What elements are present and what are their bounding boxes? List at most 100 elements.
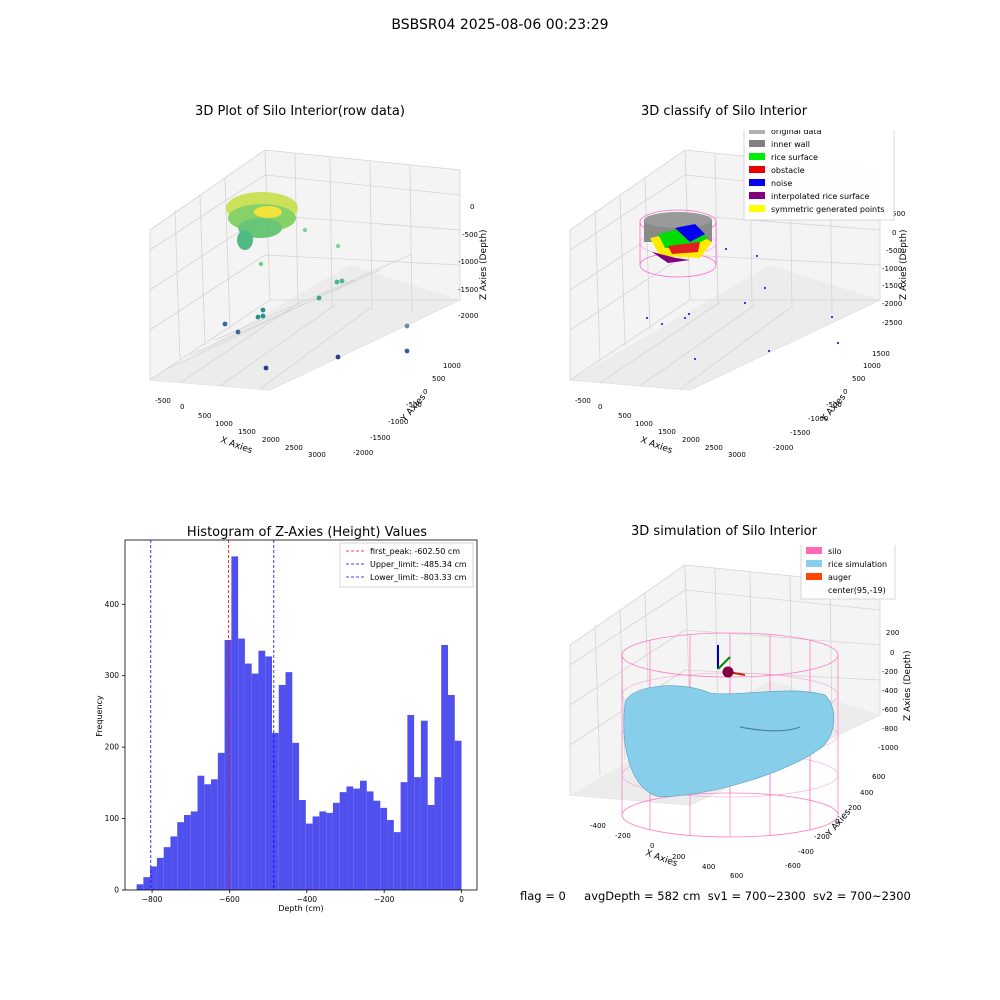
svg-text:0: 0 (423, 388, 427, 396)
svg-text:-1000: -1000 (388, 418, 408, 426)
svg-text:2000: 2000 (682, 436, 700, 444)
histogram-bar (238, 638, 245, 890)
histogram-bar (156, 857, 164, 890)
svg-text:-1000: -1000 (882, 265, 902, 273)
histogram-bar (197, 775, 205, 890)
svg-text:-200: -200 (615, 832, 631, 840)
svg-text:3000: 3000 (308, 451, 326, 459)
svg-text:1000: 1000 (215, 420, 233, 428)
legend-label: inner wall (771, 140, 810, 149)
svg-text:0: 0 (892, 229, 896, 237)
histogram-bar (204, 784, 212, 890)
histogram-bar (427, 805, 435, 890)
svg-text:600: 600 (872, 773, 885, 781)
status-line: flag = 0 avgDepth = 582 cm sv1 = 700~230… (520, 889, 911, 903)
simulation-plot-title: 3D simulation of Silo Interior (631, 524, 817, 539)
histogram-bar (407, 715, 415, 890)
simulation-3d-plot[interactable]: -400 -200 0 200 400 600 X Axies 600 400 … (540, 545, 940, 885)
rice-simulation-surface (623, 685, 835, 798)
legend-swatch (749, 140, 765, 147)
simulation-y-ticks: 600 400 200 0 -200 -400 -600 (785, 773, 885, 870)
legend-label: center(95,-19) (828, 586, 886, 595)
histogram-bar (285, 672, 293, 890)
raw-3d-plot[interactable]: -500 0 500 1000 1500 2000 2500 3000 X Ax… (120, 130, 520, 470)
svg-text:-800: -800 (882, 725, 898, 733)
histogram-bar (339, 792, 347, 890)
histogram-bar (319, 811, 327, 890)
svg-text:-2000: -2000 (882, 300, 902, 308)
simulation-zlabel: Z Axies (Depth) (903, 650, 913, 721)
histogram-bar (305, 823, 313, 890)
classify-3d-plot[interactable]: -500 0 500 1000 1500 2000 2500 3000 X Ax… (540, 130, 940, 470)
raw-plot-title: 3D Plot of Silo Interior(row data) (195, 104, 405, 119)
svg-text:-500: -500 (155, 397, 171, 405)
histogram-bar (299, 800, 306, 890)
svg-text:0: 0 (843, 388, 847, 396)
x-tick-label: −400 (296, 895, 317, 904)
svg-text:-500: -500 (575, 397, 591, 405)
raw-y-ticks: 1000 500 0 -500 -1000 -1500 -2000 (353, 362, 461, 457)
svg-text:-2000: -2000 (353, 449, 373, 457)
histogram-bar (393, 832, 401, 890)
histogram-bar (420, 720, 428, 890)
svg-text:-500: -500 (886, 247, 902, 255)
histogram-bar (326, 812, 333, 890)
legend-swatch (749, 166, 765, 173)
histogram-chart[interactable]: Histogram of Z-Axies (Height) Values −80… (80, 520, 500, 920)
histogram-bar (251, 673, 259, 890)
svg-text:-400: -400 (798, 848, 814, 856)
svg-text:500: 500 (432, 375, 445, 383)
histogram-bar (170, 836, 178, 890)
x-tick-label: −200 (374, 895, 395, 904)
histogram-bar (136, 884, 144, 890)
legend-label: original data (771, 130, 822, 136)
svg-text:400: 400 (860, 789, 873, 797)
svg-text:-2000: -2000 (773, 444, 793, 452)
figure-title: BSBSR04 2025-08-06 00:23:29 (391, 17, 609, 33)
svg-text:1000: 1000 (863, 362, 881, 370)
histogram-bar (183, 815, 191, 890)
histogram-bar (312, 816, 320, 890)
histogram-title: Histogram of Z-Axies (Height) Values (187, 525, 427, 540)
classify-x-ticks: -500 0 500 1000 1500 2000 2500 3000 (575, 397, 746, 459)
auger-marker (717, 645, 746, 678)
raw-ylabel: Y Axies (399, 392, 428, 424)
histogram-axes-frame (124, 539, 478, 891)
histogram-xlabel: Depth (cm) (278, 904, 323, 913)
svg-text:500: 500 (852, 375, 865, 383)
svg-text:0: 0 (650, 842, 654, 850)
histogram-bar (414, 777, 421, 890)
simulation-ylabel: Y Axies (824, 807, 853, 839)
histogram-bar (353, 788, 360, 890)
histogram-bar (447, 695, 455, 890)
raw-z-ticks: 0 -500 -1000 -1500 -2000 (458, 203, 478, 320)
svg-text:400: 400 (702, 863, 715, 871)
classified-silo-cloud (639, 209, 717, 278)
histogram-ylabel: Frequency (95, 695, 104, 737)
svg-text:-2500: -2500 (882, 319, 902, 327)
histogram-bar (217, 752, 225, 890)
histogram-bar (373, 800, 381, 890)
svg-text:-400: -400 (590, 822, 606, 830)
svg-text:-600: -600 (882, 706, 898, 714)
svg-text:600: 600 (730, 872, 743, 880)
histogram-bar (211, 779, 218, 890)
histogram-bar (441, 645, 448, 890)
histogram-bar (258, 650, 266, 890)
simulation-z-ticks: 200 0 -200 -400 -600 -800 -1000 (878, 629, 899, 752)
histogram-bar (231, 556, 239, 890)
svg-text:-1000: -1000 (808, 415, 828, 423)
histogram-bar (163, 847, 171, 890)
x-tick-label: −600 (219, 895, 240, 904)
legend-label: obstacle (771, 166, 805, 175)
legend-label: symmetric generated points (771, 205, 884, 214)
legend-label: noise (771, 179, 792, 188)
histogram-bar (177, 822, 184, 890)
legend-label: interpolated rice surface (771, 192, 869, 201)
svg-text:500: 500 (892, 210, 905, 218)
legend-swatch (749, 179, 765, 186)
svg-text:500: 500 (618, 412, 631, 420)
legend-label: rice surface (771, 153, 818, 162)
svg-text:-1000: -1000 (458, 258, 478, 266)
y-tick-label: 0 (114, 886, 119, 895)
